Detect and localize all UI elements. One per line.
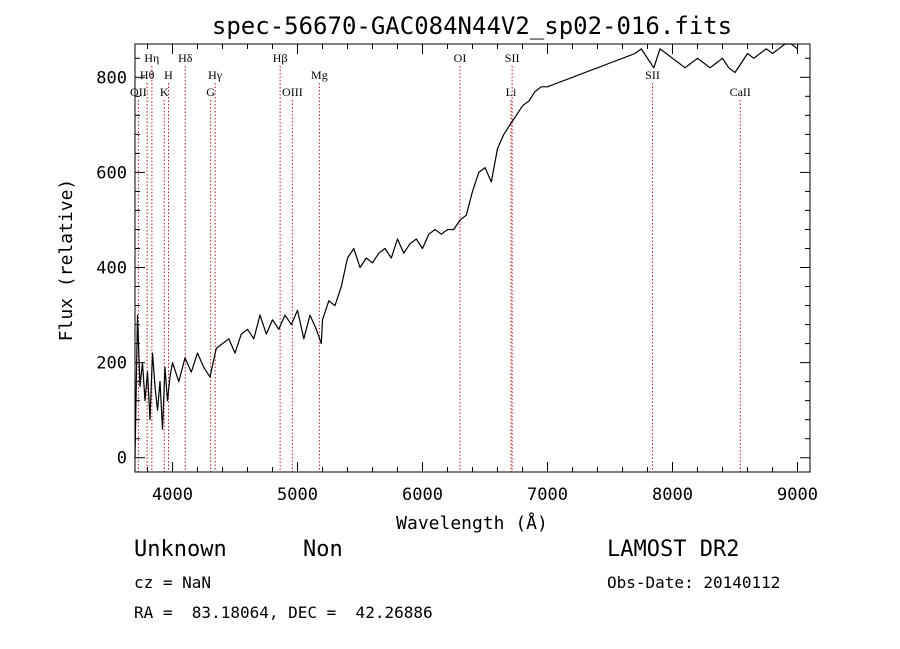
chart-title: spec-56670-GAC084N44V2_sp02-016.fits <box>212 12 732 40</box>
x-tick-label-7000: 7000 <box>527 485 568 505</box>
line-label-12: SII <box>505 51 520 65</box>
y-tick-label-0: 0 <box>117 449 127 469</box>
line-label-15: CaII <box>730 85 751 99</box>
y-axis-label: Flux (relative) <box>56 179 77 342</box>
spectrum-series-0 <box>134 43 798 458</box>
line-label-7: G <box>206 85 215 99</box>
redshift: cz = NaN <box>134 573 212 592</box>
line-label-4: K <box>160 85 169 99</box>
series-layer <box>134 43 798 458</box>
line-label-11: OI <box>454 51 467 65</box>
x-tick-label-4000: 4000 <box>152 485 193 505</box>
emission-line-markers: Hη Hθ OII HK Hδ Hγ G Hβ OIII Mg OI SII Li SII CaII <box>130 51 751 472</box>
line-label-2: OII <box>130 85 147 99</box>
y-tick-label-200: 200 <box>96 354 127 374</box>
line-label-10: Mg <box>311 68 328 82</box>
line-label-5: Hδ <box>178 51 193 65</box>
plot-frame <box>134 43 811 473</box>
object-class: Unknown <box>134 537 227 562</box>
line-label-6: Hγ <box>208 68 223 82</box>
y-tick-label-800: 800 <box>96 68 127 88</box>
x-tick-label-5000: 5000 <box>277 485 318 505</box>
survey-name: LAMOST DR2 <box>607 537 740 562</box>
y-tick-label-400: 400 <box>96 259 127 279</box>
x-tick-label-8000: 8000 <box>652 485 693 505</box>
line-label-14: SII <box>645 68 660 82</box>
x-axis-label: Wavelength (Å) <box>396 512 548 534</box>
x-tick-label-6000: 6000 <box>402 485 443 505</box>
object-subclass: Non <box>303 537 343 562</box>
line-label-1: Hθ <box>140 68 155 82</box>
observation-date: Obs-Date: 20140112 <box>607 573 781 592</box>
coordinates: RA = 83.18064, DEC = 42.26886 <box>134 603 433 622</box>
line-label-3: H <box>164 68 173 82</box>
line-label-9: OIII <box>282 85 303 99</box>
x-tick-label-9000: 9000 <box>777 485 818 505</box>
y-tick-label-600: 600 <box>96 163 127 183</box>
line-label-8: Hβ <box>273 51 288 65</box>
x-axis-ticks: 4000 5000 6000 7000 8000 9000 <box>147 44 818 505</box>
line-label-0: Hη <box>144 51 159 65</box>
y-axis-ticks: 0 200 400 600 800 <box>96 57 810 469</box>
line-label-13: Li <box>506 85 517 99</box>
